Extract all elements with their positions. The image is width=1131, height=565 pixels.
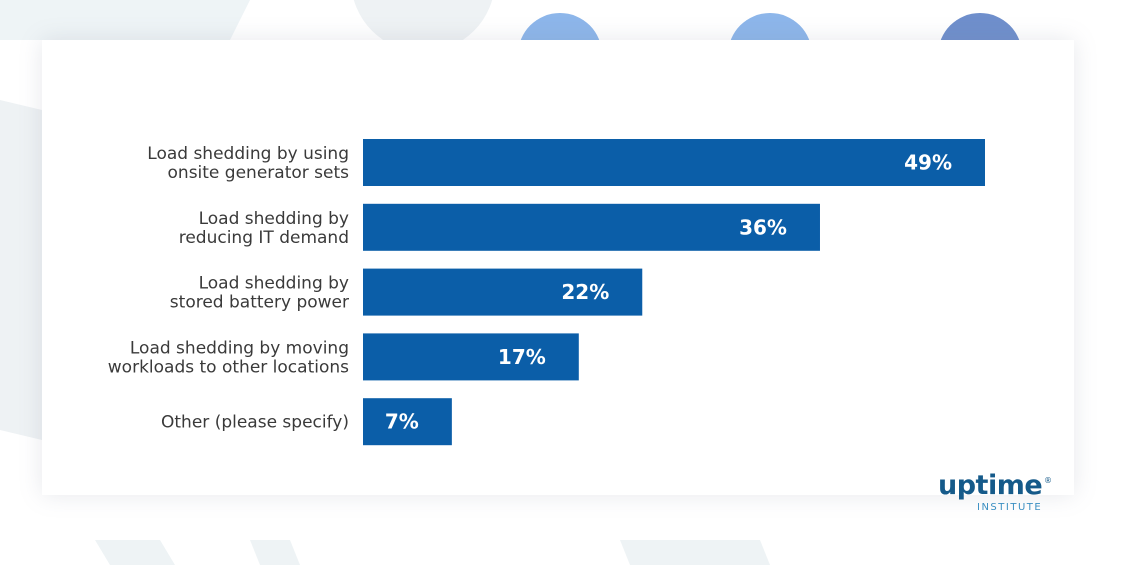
- category-label-2-line-0: Load shedding by: [199, 274, 349, 294]
- category-label-1-line-1: reducing IT demand: [179, 228, 349, 248]
- decor-shape-top-left: [0, 0, 250, 40]
- chart-card: [42, 40, 1074, 495]
- bar-1: [363, 203, 820, 251]
- bar-2: [363, 268, 643, 316]
- category-label-2-line-1: stored battery power: [170, 293, 349, 313]
- logo-registered-mark: ®: [1044, 476, 1052, 485]
- category-label-1-line-0: Load shedding by: [199, 209, 349, 229]
- uptime-institute-logo: uptime ® INSTITUTE: [930, 470, 1060, 520]
- category-label-0-line-0: Load shedding by using: [147, 144, 349, 164]
- decor-shape-left: [0, 100, 42, 440]
- category-label-3-line-1: workloads to other locations: [108, 357, 349, 377]
- decor-shape-top-mid: [353, 0, 493, 52]
- bar-value-label-3: 17%: [498, 345, 546, 369]
- bar-value-label-4: 7%: [385, 410, 419, 434]
- decor-shape-bottom-2: [250, 540, 300, 565]
- logo-subtitle: INSTITUTE: [977, 502, 1043, 513]
- bar-value-label-1: 36%: [739, 215, 787, 239]
- bar-0: [363, 139, 985, 186]
- category-label-3-line-0: Load shedding by moving: [130, 338, 349, 358]
- bar-3: [363, 333, 579, 381]
- category-label-4-line-0: Other (please specify): [161, 413, 349, 433]
- category-label-0-line-1: onsite generator sets: [168, 163, 350, 183]
- decor-shape-bottom-1: [95, 540, 175, 565]
- bar-value-label-0: 49%: [904, 151, 952, 175]
- bar-value-label-2: 22%: [561, 280, 609, 304]
- logo-wordmark: uptime: [938, 470, 1043, 501]
- bar-4: [363, 398, 452, 446]
- decor-shape-bottom-3: [620, 540, 770, 565]
